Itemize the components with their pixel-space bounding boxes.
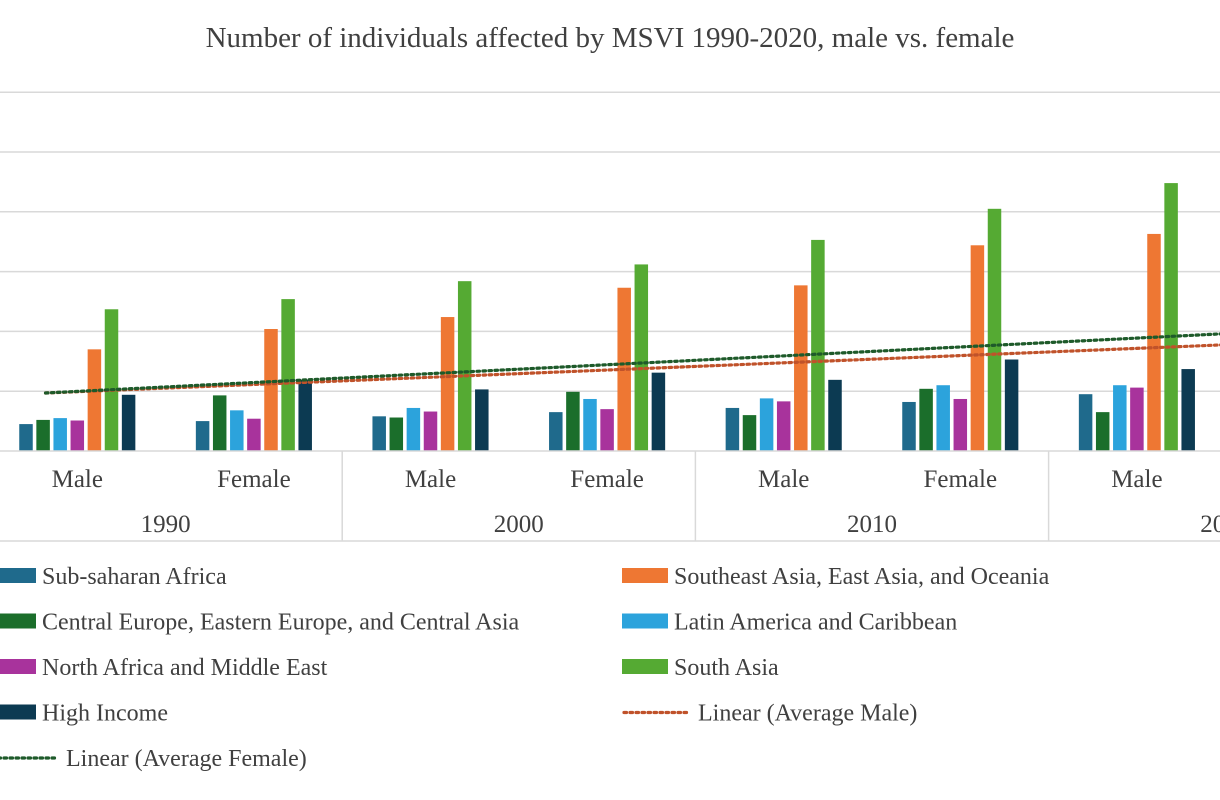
category-tick-label: Male	[1111, 466, 1162, 493]
legend-swatch	[0, 659, 36, 674]
bar	[1113, 385, 1127, 451]
bar	[423, 411, 438, 451]
bar	[919, 388, 933, 451]
legend-swatch	[622, 568, 668, 583]
legend: Sub-saharan Africa Southeast Asia, East A…	[0, 564, 1050, 772]
bar	[828, 379, 842, 451]
bar	[634, 264, 649, 451]
bar	[953, 398, 968, 451]
bar	[583, 398, 597, 451]
legend-swatch	[0, 568, 36, 583]
x-axis: Male Female 1990 Male Female 2000 Male Female 20…	[0, 450, 1220, 542]
category-tick-label: Female	[570, 466, 644, 493]
bar	[19, 424, 33, 451]
bar	[725, 407, 740, 451]
bar	[987, 208, 1002, 451]
category-tick-label: Female	[924, 466, 998, 493]
legend-label: Southeast Asia, East Asia, and Oceania	[674, 564, 1050, 590]
bar	[247, 418, 261, 451]
legend-label: Latin America and Caribbean	[674, 610, 957, 636]
bar	[1095, 412, 1110, 451]
legend-swatch	[0, 704, 36, 720]
bar	[759, 398, 774, 451]
year-tick-label: 2010	[847, 511, 897, 538]
bar	[600, 409, 614, 451]
bar	[549, 412, 563, 451]
bar	[1164, 183, 1178, 451]
bar	[70, 420, 85, 451]
trendline	[43, 332, 1220, 395]
bar	[776, 401, 791, 451]
bar	[440, 317, 455, 451]
bar	[1078, 394, 1093, 451]
trendlines	[43, 332, 1220, 395]
bar	[121, 394, 136, 451]
gridlines	[0, 91, 1220, 392]
year-tick-label: 2020	[1200, 511, 1220, 538]
bar	[1181, 369, 1195, 451]
bar	[87, 349, 102, 451]
bar	[281, 299, 295, 451]
category-tick-label: Male	[52, 466, 103, 493]
year-tick-label: 1990	[141, 511, 191, 538]
bar	[1004, 359, 1019, 451]
chart-title: Number of individuals affected by MSVI 1…	[206, 22, 1015, 54]
bar	[970, 245, 985, 451]
bar	[566, 391, 580, 451]
bar	[36, 419, 50, 451]
bars	[19, 183, 1195, 451]
bar	[230, 410, 244, 451]
bar	[298, 379, 312, 451]
bar	[811, 239, 825, 451]
category-tick-label: Female	[217, 466, 291, 493]
legend-label: Central Europe, Eastern Europe, and Cent…	[42, 610, 520, 636]
bar	[794, 285, 808, 451]
bar	[406, 407, 421, 451]
bar	[264, 329, 278, 451]
legend-label: Sub-saharan Africa	[42, 564, 227, 590]
bar	[475, 389, 489, 451]
bar	[1130, 387, 1144, 451]
year-tick-label: 2000	[494, 511, 544, 538]
legend-label: South Asia	[674, 655, 779, 681]
bar	[1147, 233, 1161, 451]
bar	[936, 385, 950, 451]
bar	[372, 416, 386, 451]
bar	[902, 401, 916, 451]
bar	[104, 309, 119, 451]
bar	[651, 372, 666, 451]
bar	[457, 281, 472, 451]
legend-swatch	[0, 613, 36, 629]
bar	[389, 417, 404, 451]
bar	[212, 395, 227, 451]
legend-label: High Income	[42, 701, 168, 727]
category-tick-label: Male	[405, 466, 456, 493]
bar	[53, 418, 67, 451]
trendline	[43, 343, 1220, 395]
legend-label: Linear (Average Female)	[66, 746, 307, 772]
legend-swatch	[622, 613, 668, 629]
legend-swatch	[622, 659, 668, 674]
legend-label: North Africa and Middle East	[42, 655, 328, 681]
bar	[742, 415, 757, 451]
bar	[195, 421, 210, 451]
legend-label: Linear (Average Male)	[698, 701, 917, 727]
category-tick-label: Male	[758, 466, 809, 493]
